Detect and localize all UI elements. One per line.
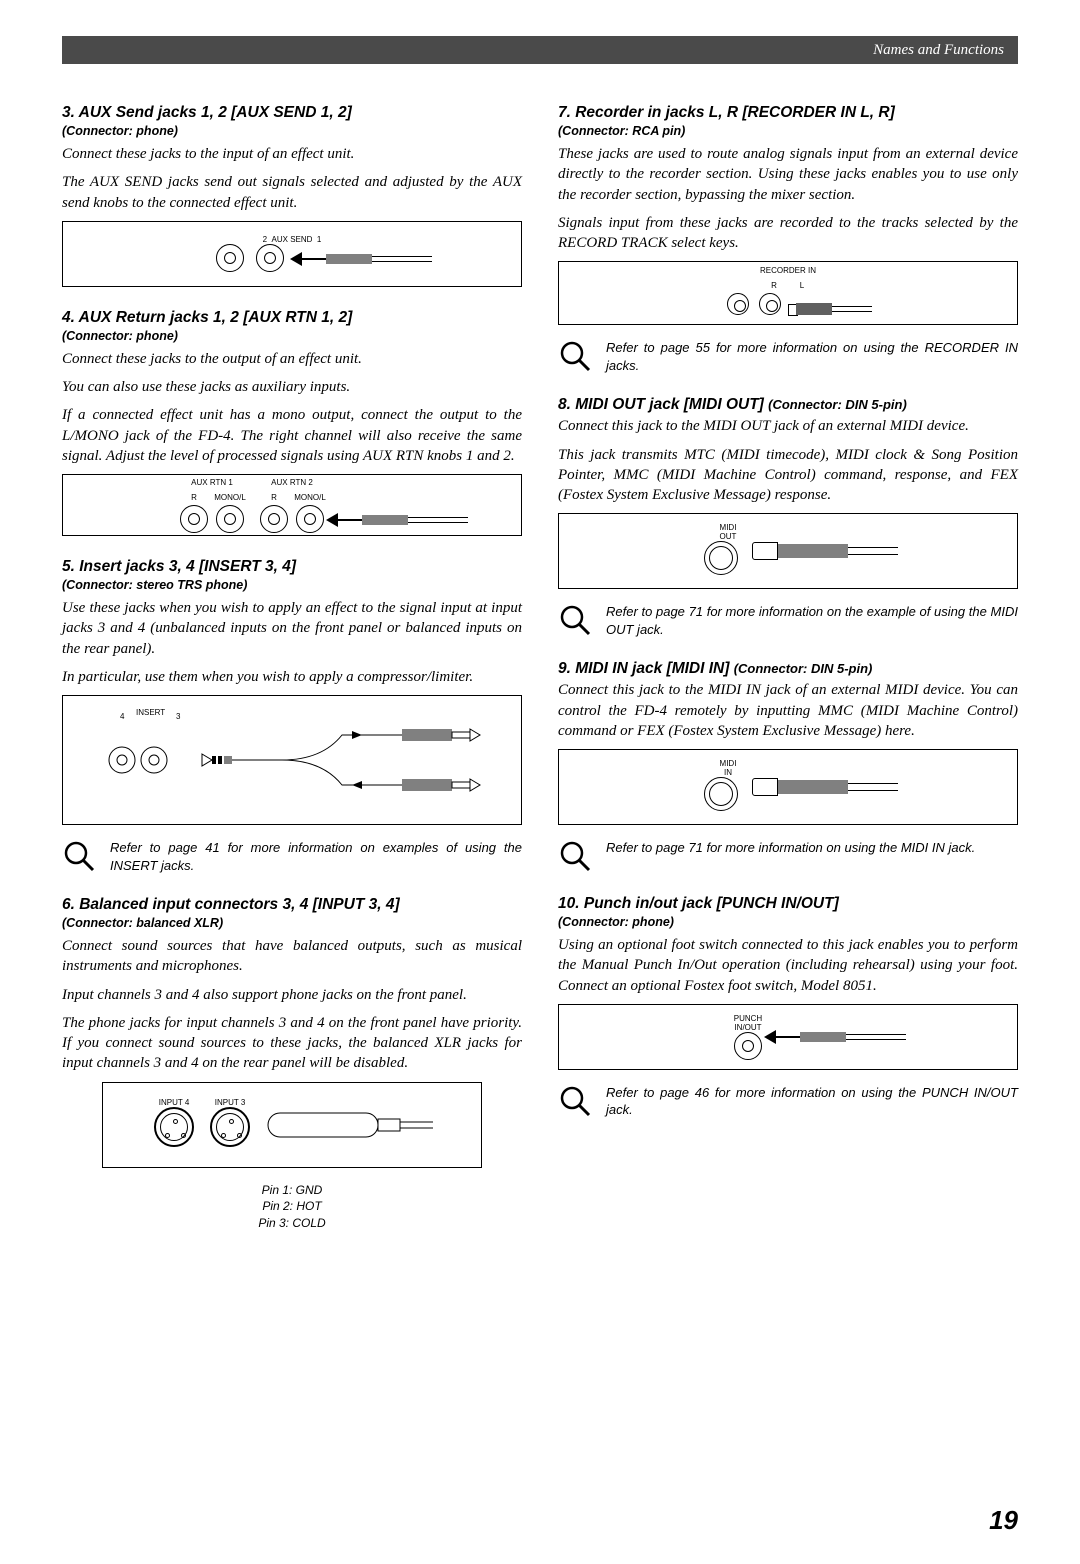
page-number: 19 [989, 1505, 1018, 1536]
section-3: 3. AUX Send jacks 1, 2 [AUX SEND 1, 2] (… [62, 104, 522, 287]
s8-p2: This jack transmits MTC (MIDI timecode),… [558, 445, 1018, 506]
s7-diagram: RECORDER IN RL [558, 261, 1018, 325]
s6-diagram: INPUT 4 INPUT 3 [102, 1082, 482, 1168]
jack-icon [216, 505, 244, 533]
s3-connector: (Connector: phone) [62, 124, 522, 138]
s7-heading: 7. Recorder in jacks L, R [RECORDER IN L… [558, 104, 1018, 122]
s10-note: Refer to page 46 for more information on… [558, 1084, 1018, 1119]
right-column: 7. Recorder in jacks L, R [RECORDER IN L… [558, 104, 1018, 1254]
section-8: 8. MIDI OUT jack [MIDI OUT] (Connector: … [558, 396, 1018, 638]
s4-heading: 4. AUX Return jacks 1, 2 [AUX RTN 1, 2] [62, 309, 522, 327]
s6-heading: 6. Balanced input connectors 3, 4 [INPUT… [62, 896, 522, 914]
xlr-icon [154, 1107, 194, 1147]
s8-note: Refer to page 71 for more information on… [558, 603, 1018, 638]
s5-note-text: Refer to page 41 for more information on… [110, 839, 522, 874]
s10-p1: Using an optional foot switch connected … [558, 935, 1018, 996]
s4-p3: If a connected effect unit has a mono ou… [62, 405, 522, 466]
insert-routing-icon: 4 INSERT 3 [82, 705, 502, 815]
svg-text:4: 4 [120, 712, 125, 721]
s5-diagram: 4 INSERT 3 [62, 695, 522, 825]
jack-icon [734, 1032, 762, 1060]
s6-p1: Connect sound sources that have balanced… [62, 936, 522, 977]
s10-note-text: Refer to page 46 for more information on… [606, 1084, 1018, 1119]
s9-p1: Connect this jack to the MIDI IN jack of… [558, 680, 1018, 741]
rca-jack-icon [759, 293, 781, 315]
s7-note: Refer to page 55 for more information on… [558, 339, 1018, 374]
jack-icon [180, 505, 208, 533]
s6-connector: (Connector: balanced XLR) [62, 916, 522, 930]
din-jack-icon [704, 777, 738, 811]
s4-diagram: AUX RTN 1 RMONO/L AUX RTN 2 RMONO/L [62, 474, 522, 536]
s9-heading: 9. MIDI IN jack [MIDI IN] (Connector: DI… [558, 660, 1018, 678]
s7-p2: Signals input from these jacks are recor… [558, 213, 1018, 254]
plug-icon [302, 254, 372, 264]
jack-icon [256, 244, 284, 272]
s5-heading: 5. Insert jacks 3, 4 [INSERT 3, 4] [62, 558, 522, 576]
section-6: 6. Balanced input connectors 3, 4 [INPUT… [62, 896, 522, 1232]
s6-p3: The phone jacks for input channels 3 and… [62, 1013, 522, 1074]
s5-p2: In particular, use them when you wish to… [62, 667, 522, 687]
section-5: 5. Insert jacks 3, 4 [INSERT 3, 4] (Conn… [62, 558, 522, 874]
s5-p1: Use these jacks when you wish to apply a… [62, 598, 522, 659]
jack-icon [216, 244, 244, 272]
s3-heading: 3. AUX Send jacks 1, 2 [AUX SEND 1, 2] [62, 104, 522, 122]
section-7: 7. Recorder in jacks L, R [RECORDER IN L… [558, 104, 1018, 374]
s8-heading: 8. MIDI OUT jack [MIDI OUT] (Connector: … [558, 396, 1018, 414]
s10-diagram: PUNCH IN/OUT [558, 1004, 1018, 1070]
header-title: Names and Functions [873, 42, 1004, 59]
xlr-icon [210, 1107, 250, 1147]
s4-connector: (Connector: phone) [62, 329, 522, 343]
section-9: 9. MIDI IN jack [MIDI IN] (Connector: DI… [558, 660, 1018, 873]
s9-note: Refer to page 71 for more information on… [558, 839, 1018, 873]
s8-diagram: MIDI OUT [558, 513, 1018, 589]
svg-text:INSERT: INSERT [136, 708, 165, 717]
s10-heading: 10. Punch in/out jack [PUNCH IN/OUT] [558, 895, 1018, 913]
s7-note-text: Refer to page 55 for more information on… [606, 339, 1018, 374]
s3-p2: The AUX SEND jacks send out signals sele… [62, 172, 522, 213]
s8-p1: Connect this jack to the MIDI OUT jack o… [558, 416, 1018, 436]
left-column: 3. AUX Send jacks 1, 2 [AUX SEND 1, 2] (… [62, 104, 522, 1254]
section-10: 10. Punch in/out jack [PUNCH IN/OUT] (Co… [558, 895, 1018, 1119]
s4-p1: Connect these jacks to the output of an … [62, 349, 522, 369]
s6-pins: Pin 1: GND Pin 2: HOT Pin 3: COLD [62, 1182, 522, 1232]
s9-note-text: Refer to page 71 for more information on… [606, 839, 1018, 857]
section-4: 4. AUX Return jacks 1, 2 [AUX RTN 1, 2] … [62, 309, 522, 536]
plug-icon [338, 515, 408, 525]
rca-jack-icon [727, 293, 749, 315]
magnifier-icon [62, 839, 96, 873]
s9-diagram: MIDI IN [558, 749, 1018, 825]
jack-icon [260, 505, 288, 533]
magnifier-icon [558, 339, 592, 373]
s8-note-text: Refer to page 71 for more information on… [606, 603, 1018, 638]
din-jack-icon [704, 541, 738, 575]
magnifier-icon [558, 1084, 592, 1118]
s5-connector: (Connector: stereo TRS phone) [62, 578, 522, 592]
plug-icon [776, 1032, 846, 1042]
jack-icon [296, 505, 324, 533]
din-plug-icon [752, 542, 872, 560]
s3-diagram: 2 AUX SEND 1 [62, 221, 522, 287]
s6-p2: Input channels 3 and 4 also support phon… [62, 985, 522, 1005]
rca-plug-icon [796, 303, 852, 315]
page-content: 3. AUX Send jacks 1, 2 [AUX SEND 1, 2] (… [0, 64, 1080, 1254]
s7-connector: (Connector: RCA pin) [558, 124, 1018, 138]
s5-note: Refer to page 41 for more information on… [62, 839, 522, 874]
xlr-plug-icon [258, 1105, 438, 1145]
header-bar: Names and Functions [62, 36, 1018, 64]
magnifier-icon [558, 603, 592, 637]
din-plug-icon [752, 778, 872, 796]
s4-p2: You can also use these jacks as auxiliar… [62, 377, 522, 397]
s10-connector: (Connector: phone) [558, 915, 1018, 929]
magnifier-icon [558, 839, 592, 873]
s7-p1: These jacks are used to route analog sig… [558, 144, 1018, 205]
s3-p1: Connect these jacks to the input of an e… [62, 144, 522, 164]
svg-text:3: 3 [176, 712, 181, 721]
